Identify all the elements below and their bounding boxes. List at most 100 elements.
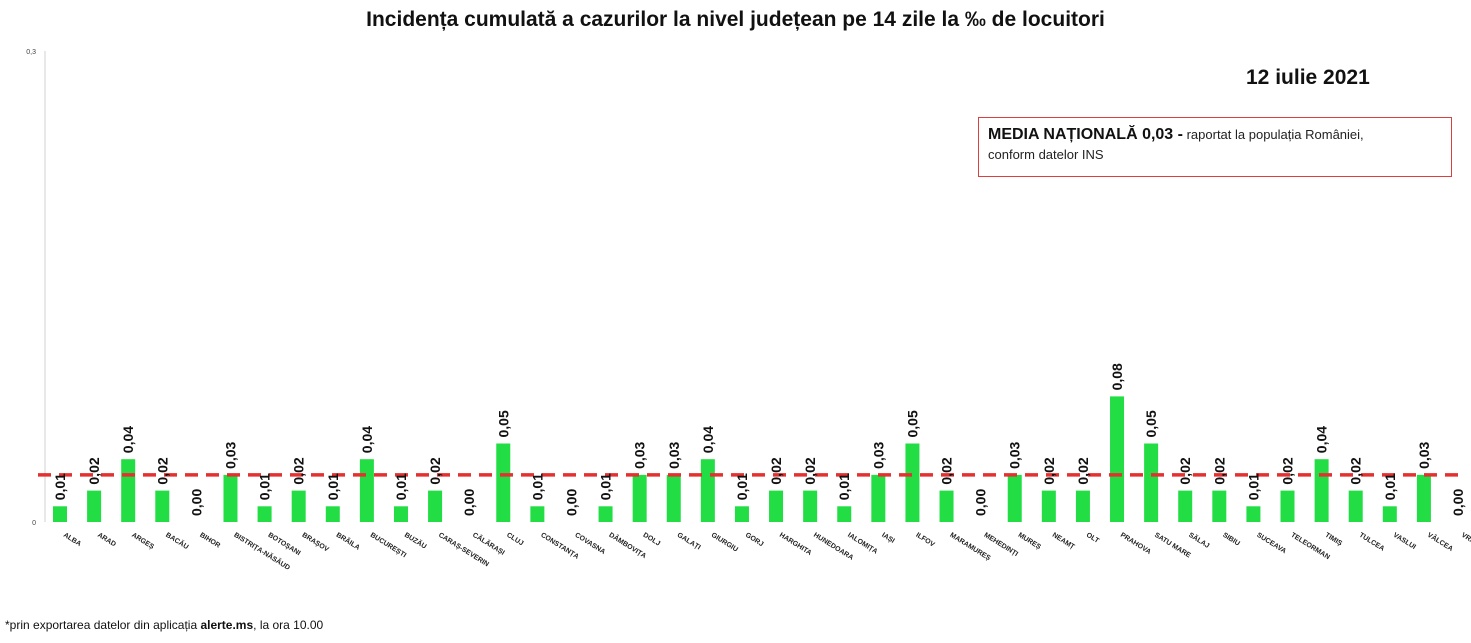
data-label: 0,02 <box>768 457 784 484</box>
data-label: 0,04 <box>120 426 136 453</box>
bar <box>1075 490 1090 522</box>
x-tick-label: ARAD <box>96 532 117 549</box>
data-label: 0,04 <box>700 426 716 453</box>
data-label: 0,03 <box>870 441 886 468</box>
data-label: 0,01 <box>734 473 750 500</box>
national-average-value: MEDIA NAȚIONALĂ 0,03 - <box>988 126 1183 143</box>
bar <box>1041 490 1056 522</box>
data-label: 0,02 <box>1211 457 1227 484</box>
bar <box>53 506 67 522</box>
x-tick-label: BIHOR <box>198 532 221 550</box>
x-tick-label: CLUJ <box>505 532 524 548</box>
bar <box>1382 506 1397 522</box>
national-average-note: raportat la populația României, <box>1182 127 1364 142</box>
bar <box>1110 396 1125 522</box>
x-tick-label: VÂLCEA <box>1426 530 1455 553</box>
x-tick-label: SATU MARE <box>1153 532 1192 560</box>
bar <box>1416 474 1431 522</box>
data-label: 0,00 <box>563 489 579 516</box>
x-tick-label: BUCUREȘTI <box>369 532 407 560</box>
national-average-source: conform datelor INS <box>988 147 1104 162</box>
x-tick-label: DOLJ <box>642 532 662 548</box>
bar <box>905 443 920 522</box>
y-tick-label-min: 0 <box>32 520 36 527</box>
data-label: 0,03 <box>1007 441 1023 468</box>
footnote-prefix: *prin exportarea datelor din aplicația <box>5 618 201 632</box>
footnote-suffix: , la ora 10.00 <box>253 618 324 632</box>
data-label: 0,03 <box>666 441 682 468</box>
data-label: 0,02 <box>427 457 443 484</box>
bar <box>87 490 102 522</box>
data-label: 0,01 <box>52 473 68 500</box>
national-average-box: MEDIA NAȚIONALĂ 0,03 - raportat la popul… <box>978 117 1452 177</box>
data-label: 0,02 <box>1041 457 1057 484</box>
bar <box>734 506 749 522</box>
x-tick-label: NEAMȚ <box>1051 532 1076 552</box>
bar <box>769 490 784 522</box>
x-tick-label: ILFOV <box>914 532 935 549</box>
x-tick-label: BUZĂU <box>403 530 429 551</box>
x-tick-label: COVASNA <box>573 532 606 556</box>
bar <box>632 474 647 522</box>
x-tick-label: IALOMIȚA <box>846 532 878 556</box>
data-label: 0,00 <box>1450 489 1466 516</box>
data-label: 0,02 <box>939 457 955 484</box>
bar <box>1178 490 1193 522</box>
bar <box>1246 506 1261 522</box>
bar <box>428 490 443 522</box>
data-label: 0,01 <box>529 473 545 500</box>
data-label: 0,02 <box>1348 457 1364 484</box>
x-tick-label: IAȘI <box>880 532 895 545</box>
y-tick-label-max: 0,3 <box>26 49 36 56</box>
data-label: 0,05 <box>1143 410 1159 437</box>
bar <box>1280 490 1295 522</box>
bar <box>257 506 272 522</box>
x-tick-label: CĂLĂRAȘI <box>471 530 506 557</box>
bar <box>837 506 852 522</box>
data-label: 0,01 <box>1382 473 1398 500</box>
bar <box>359 459 374 522</box>
bar <box>325 506 340 522</box>
bar <box>1212 490 1227 522</box>
bar <box>496 443 511 522</box>
data-label: 0,01 <box>393 473 409 500</box>
x-tick-label: GORJ <box>744 532 765 549</box>
data-label: 0,05 <box>904 410 920 437</box>
data-label: 0,02 <box>86 457 102 484</box>
data-label: 0,05 <box>495 410 511 437</box>
data-label: 0,08 <box>1109 363 1125 390</box>
x-tick-label: ARGEȘ <box>130 532 155 551</box>
x-tick-label: SĂLAJ <box>1187 530 1211 550</box>
data-label: 0,01 <box>257 473 273 500</box>
x-tick-label: GIURGIU <box>710 532 739 554</box>
bar <box>871 474 886 522</box>
x-tick-labels: ALBA ARAD ARGEȘ BACĂU BIHOR BISTRIȚA-NĂSĂUDBO… <box>62 530 1471 572</box>
footnote: *prin exportarea datelor din aplicația a… <box>5 618 323 632</box>
data-labels: 0,01 0,02 0,04 0,02 0,00 0,03 0,01 0,02 0,01 0,04… <box>52 363 1466 516</box>
x-tick-label: GALAȚI <box>676 532 702 552</box>
x-tick-label: MUREȘ <box>1017 532 1042 552</box>
x-tick-label: BISTRIȚA-NĂSĂUD <box>232 530 292 572</box>
x-tick-label: BRAȘOV <box>301 532 330 554</box>
bar <box>1144 443 1159 522</box>
data-label: 0,00 <box>461 489 477 516</box>
data-label: 0,04 <box>1314 426 1330 453</box>
bar <box>700 459 715 522</box>
data-label: 0,00 <box>188 489 204 516</box>
x-tick-label: PRAHOVA <box>1119 532 1152 556</box>
data-label: 0,03 <box>1416 441 1432 468</box>
data-label: 0,01 <box>836 473 852 500</box>
x-tick-label: SUCEAVA <box>1255 532 1287 556</box>
x-tick-label: BACĂU <box>164 530 190 551</box>
data-label: 0,02 <box>1177 457 1193 484</box>
footnote-app-name: alerte.ms <box>200 618 254 632</box>
data-label: 0,02 <box>154 457 170 484</box>
x-tick-label: VRANCEA <box>1460 532 1471 556</box>
bar <box>666 474 681 522</box>
bar <box>803 490 818 522</box>
x-tick-label: TIMIȘ <box>1324 532 1344 548</box>
bar <box>1314 459 1329 522</box>
x-tick-label: ALBA <box>62 532 82 548</box>
x-tick-label: BRĂILA <box>335 530 362 552</box>
